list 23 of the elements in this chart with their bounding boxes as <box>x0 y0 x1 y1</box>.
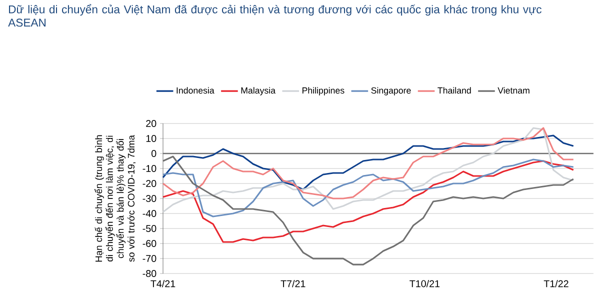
y-tick-label: -80 <box>142 270 156 277</box>
y-tick-label: 0 <box>151 150 156 157</box>
x-tick-label: T1/22 <box>544 280 568 287</box>
chart-title: Dữ liệu di chuyển của Việt Nam đã được cải thiện và tương đương với các quốc gia khác trong khu vực ASEAN <box>8 4 542 26</box>
legend-label: Thailand <box>438 86 471 94</box>
legend-label: Singapore <box>371 86 411 96</box>
x-tick-label: T10/21 <box>410 280 440 287</box>
y-tick-label: 10 <box>146 134 156 142</box>
y-tick-label: -50 <box>142 224 156 232</box>
y-tick-label: -40 <box>142 210 156 217</box>
y-tick-label: -60 <box>142 240 156 247</box>
y-tick-label: -70 <box>142 254 156 262</box>
legend-label: Vietnam <box>498 86 530 94</box>
x-tick-label: T4/21 <box>150 280 176 287</box>
y-tick-label: -20 <box>142 180 156 187</box>
y-tick-label: -30 <box>142 194 156 202</box>
y-axis-title: Hạn chế di chuyển (trung bình di chuyển đến nơi làm việc, di chuyển và bán lẻ)% thay đổi so với trước COVID-19, 7dma <box>94 134 136 262</box>
y-tick-label: -10 <box>142 164 156 172</box>
y-tick-label: 20 <box>146 120 156 127</box>
legend-label: Indonesia <box>176 86 214 94</box>
x-tick-label: T7/21 <box>280 280 306 287</box>
legend-label: Philippines <box>302 86 344 96</box>
legend-label: Malaysia <box>241 86 276 96</box>
